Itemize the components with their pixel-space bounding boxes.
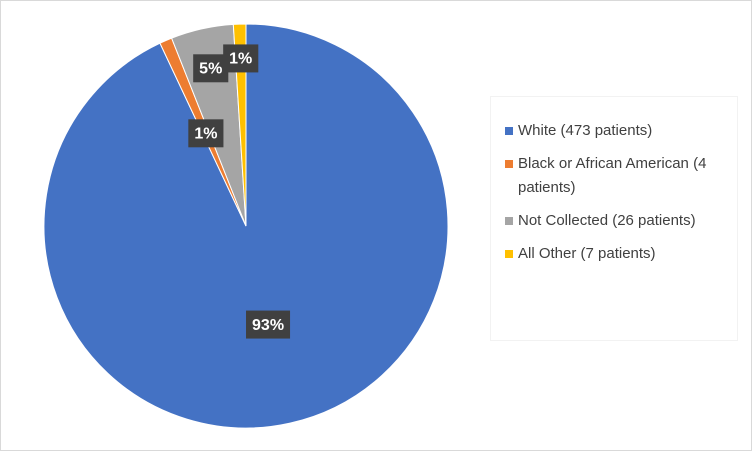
legend-item: Not Collected (26 patients) xyxy=(505,209,723,233)
legend-swatch xyxy=(505,127,513,135)
legend-swatch xyxy=(505,250,513,258)
legend-label: White (473 patients) xyxy=(518,122,653,139)
legend: White (473 patients) Black or African Ame… xyxy=(490,96,738,341)
data-label: 5% xyxy=(199,61,222,78)
data-label-box xyxy=(188,119,224,148)
legend-item: White (473 patients) xyxy=(505,119,723,143)
data-label: 1% xyxy=(194,126,217,143)
legend-label: All Other (7 patients) xyxy=(518,245,656,262)
pie-slice xyxy=(232,23,247,227)
data-label-box xyxy=(246,310,291,339)
data-label-box xyxy=(193,54,229,83)
legend-item: All Other (7 patients) xyxy=(505,242,723,266)
legend-label: Not Collected (26 patients) xyxy=(518,212,696,229)
legend-item: Black or African American (4 patients) xyxy=(505,152,723,200)
legend-swatch xyxy=(505,160,513,168)
data-label-box xyxy=(223,44,259,73)
legend-swatch xyxy=(505,217,513,225)
data-label: 93% xyxy=(252,317,284,334)
legend-label: Black or African American (4 patients) xyxy=(518,155,707,196)
data-label: 1% xyxy=(229,51,252,68)
